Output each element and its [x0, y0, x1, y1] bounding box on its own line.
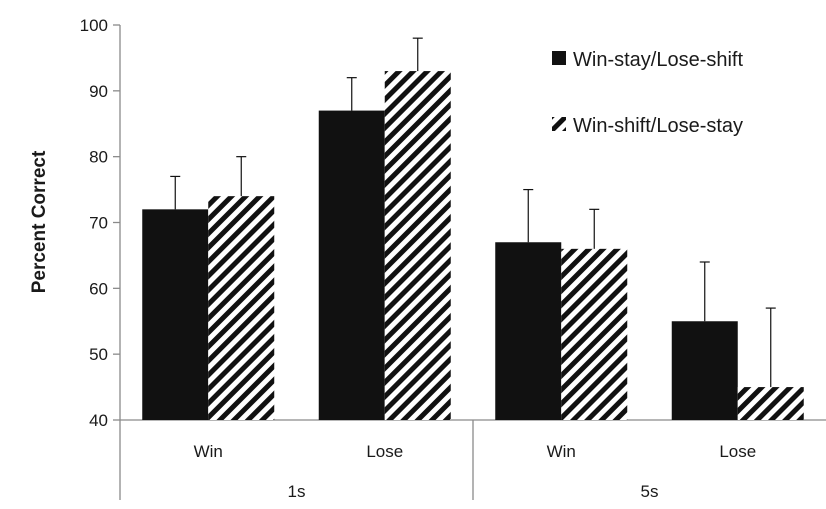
legend: Win-stay/Lose-shift Win-shift/Lose-stay — [552, 49, 743, 137]
bar-win-stay-lose-shift — [495, 242, 562, 420]
y-axis-label: Percent Correct — [29, 150, 50, 293]
x-category-label: Win — [194, 442, 223, 461]
y-tick-label: 90 — [89, 82, 108, 101]
y-tick-label: 40 — [89, 411, 108, 430]
legend-label-series-1: Win-stay/Lose-shift — [573, 49, 743, 71]
bar-win-shift-lose-stay — [208, 196, 275, 420]
bar-win-shift-lose-stay — [384, 71, 451, 420]
x-category-label: Win — [547, 442, 576, 461]
y-tick-label: 80 — [89, 148, 108, 167]
bar-win-stay-lose-shift — [671, 321, 738, 420]
x-group-label: 1s — [288, 482, 306, 501]
x-category-label: Lose — [719, 442, 756, 461]
legend-label-series-2: Win-shift/Lose-stay — [573, 115, 743, 137]
y-tick-label: 60 — [89, 279, 108, 298]
bar-win-shift-lose-stay — [561, 248, 628, 420]
bars — [142, 37, 804, 420]
legend-swatch-solid — [552, 51, 566, 65]
x-category-label: Lose — [366, 442, 403, 461]
bar-win-stay-lose-shift — [318, 110, 385, 420]
legend-swatch-hatched — [552, 117, 566, 131]
y-tick-label: 70 — [89, 214, 108, 233]
bar-win-stay-lose-shift — [142, 209, 209, 420]
bar-win-shift-lose-stay — [737, 387, 804, 420]
y-tick-label: 50 — [89, 345, 108, 364]
y-tick-label: 100 — [80, 16, 108, 35]
x-group-label: 5s — [641, 482, 659, 501]
x-axis-labels: Win Lose Win Lose 1s 5s — [194, 442, 757, 501]
